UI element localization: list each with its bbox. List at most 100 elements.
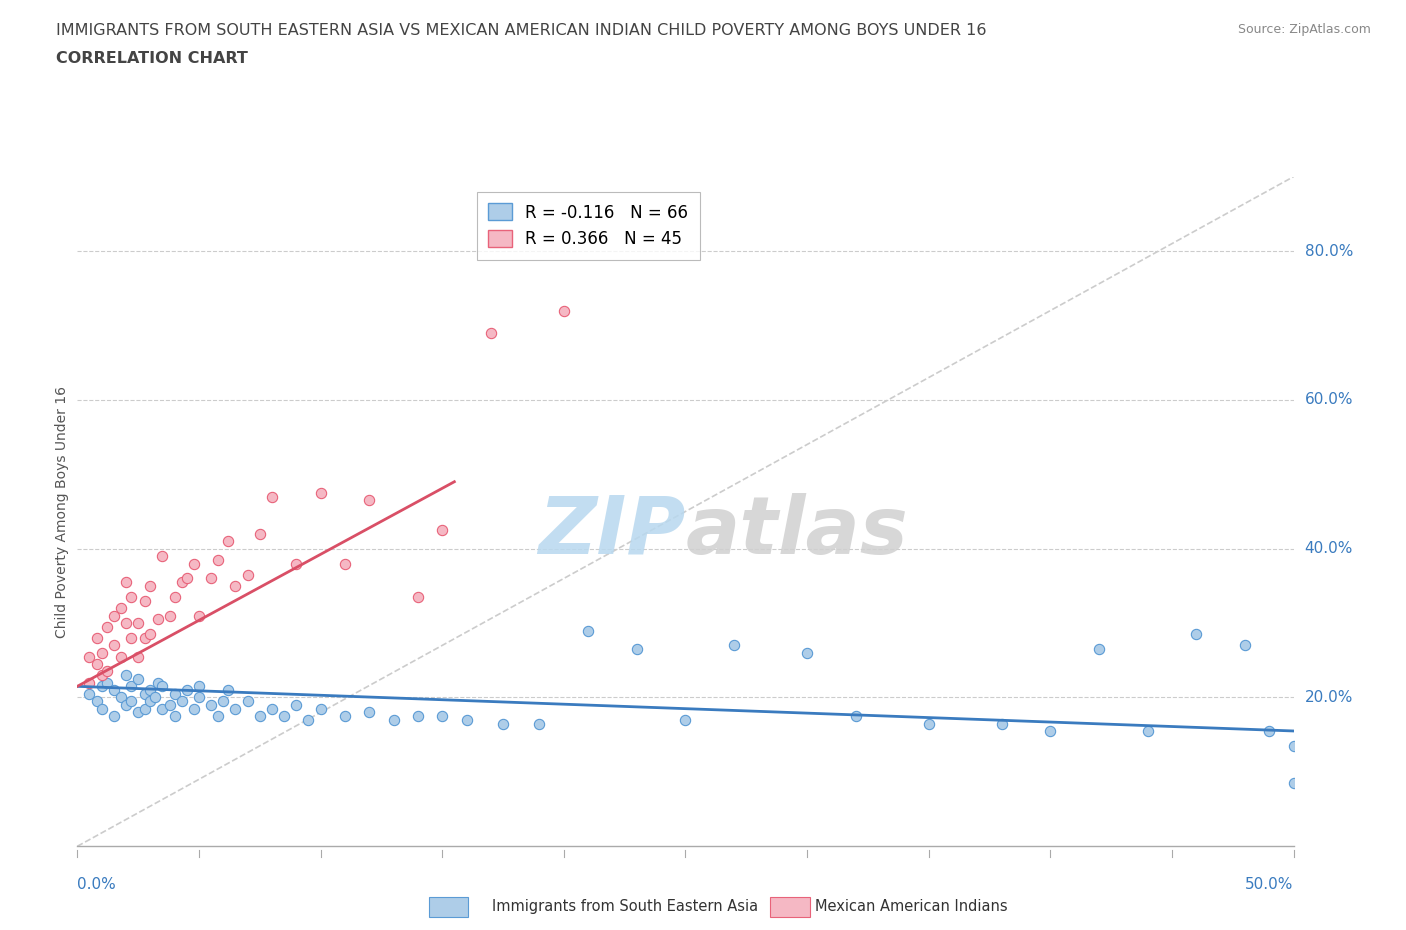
Point xyxy=(430,523,453,538)
Text: Source: ZipAtlas.com: Source: ZipAtlas.com xyxy=(1237,23,1371,36)
Point xyxy=(188,679,211,694)
Point xyxy=(90,701,112,716)
Point xyxy=(146,675,169,690)
Point xyxy=(675,712,697,727)
Point xyxy=(115,668,138,683)
Text: Immigrants from South Eastern Asia: Immigrants from South Eastern Asia xyxy=(492,899,758,914)
Point xyxy=(139,683,162,698)
Point xyxy=(143,690,166,705)
Point xyxy=(139,627,162,642)
Point xyxy=(217,683,239,698)
Point xyxy=(96,619,118,634)
Point xyxy=(176,571,198,586)
Point xyxy=(333,709,356,724)
Point xyxy=(626,642,648,657)
Point xyxy=(103,608,125,623)
Point xyxy=(79,686,101,701)
Point xyxy=(120,679,142,694)
Point xyxy=(207,709,229,724)
Point xyxy=(990,716,1012,731)
Point xyxy=(188,608,211,623)
Point xyxy=(159,698,181,712)
Point xyxy=(309,485,332,500)
Point xyxy=(845,709,868,724)
Point xyxy=(152,549,174,564)
Point xyxy=(110,601,132,616)
Text: 20.0%: 20.0% xyxy=(1305,690,1353,705)
Point xyxy=(146,612,169,627)
Point xyxy=(134,701,156,716)
Text: Mexican American Indians: Mexican American Indians xyxy=(815,899,1008,914)
Point xyxy=(406,709,429,724)
Point xyxy=(188,690,211,705)
Point xyxy=(103,683,125,698)
Point xyxy=(96,675,118,690)
Point xyxy=(127,616,149,631)
Point xyxy=(406,590,429,604)
Text: 80.0%: 80.0% xyxy=(1305,244,1353,259)
Point xyxy=(152,679,174,694)
Point xyxy=(918,716,941,731)
Point xyxy=(115,698,138,712)
Point xyxy=(183,556,205,571)
Point xyxy=(1233,638,1256,653)
Point xyxy=(723,638,745,653)
Point xyxy=(103,638,125,653)
Point xyxy=(134,686,156,701)
Point xyxy=(207,552,229,567)
Point xyxy=(359,705,381,720)
Point xyxy=(134,631,156,645)
Point xyxy=(159,608,181,623)
Point xyxy=(170,694,193,709)
Point xyxy=(170,575,193,590)
Point xyxy=(127,671,149,686)
Point xyxy=(103,709,125,724)
Point xyxy=(115,575,138,590)
Point xyxy=(249,526,271,541)
Point xyxy=(86,657,108,671)
Point xyxy=(273,709,295,724)
Point xyxy=(152,701,174,716)
Point xyxy=(1088,642,1111,657)
Y-axis label: Child Poverty Among Boys Under 16: Child Poverty Among Boys Under 16 xyxy=(55,386,69,637)
Point xyxy=(90,668,112,683)
Point xyxy=(285,698,308,712)
Point xyxy=(553,303,575,318)
Point xyxy=(115,616,138,631)
Point xyxy=(79,649,101,664)
Point xyxy=(333,556,356,571)
Point xyxy=(224,578,246,593)
Point xyxy=(163,590,186,604)
Text: IMMIGRANTS FROM SOUTH EASTERN ASIA VS MEXICAN AMERICAN INDIAN CHILD POVERTY AMON: IMMIGRANTS FROM SOUTH EASTERN ASIA VS ME… xyxy=(56,23,987,38)
Point xyxy=(212,694,235,709)
Point xyxy=(1282,776,1305,790)
Point xyxy=(139,694,162,709)
Point xyxy=(260,701,283,716)
Text: CORRELATION CHART: CORRELATION CHART xyxy=(56,51,247,66)
Point xyxy=(86,694,108,709)
Text: 40.0%: 40.0% xyxy=(1305,541,1353,556)
Point xyxy=(120,631,142,645)
Point xyxy=(120,590,142,604)
Point xyxy=(86,631,108,645)
Point xyxy=(236,567,259,582)
Point xyxy=(90,645,112,660)
Point xyxy=(200,698,222,712)
Point xyxy=(79,675,101,690)
Point xyxy=(90,679,112,694)
Point xyxy=(127,649,149,664)
Point xyxy=(200,571,222,586)
Point xyxy=(163,686,186,701)
Point xyxy=(297,712,319,727)
Point xyxy=(1039,724,1062,738)
Point xyxy=(120,694,142,709)
Point xyxy=(1136,724,1159,738)
Point xyxy=(359,493,381,508)
Text: 60.0%: 60.0% xyxy=(1305,392,1353,407)
Text: 0.0%: 0.0% xyxy=(77,877,117,892)
Point xyxy=(382,712,405,727)
Point xyxy=(492,716,515,731)
Text: atlas: atlas xyxy=(686,493,908,571)
Point xyxy=(134,593,156,608)
Point xyxy=(96,664,118,679)
